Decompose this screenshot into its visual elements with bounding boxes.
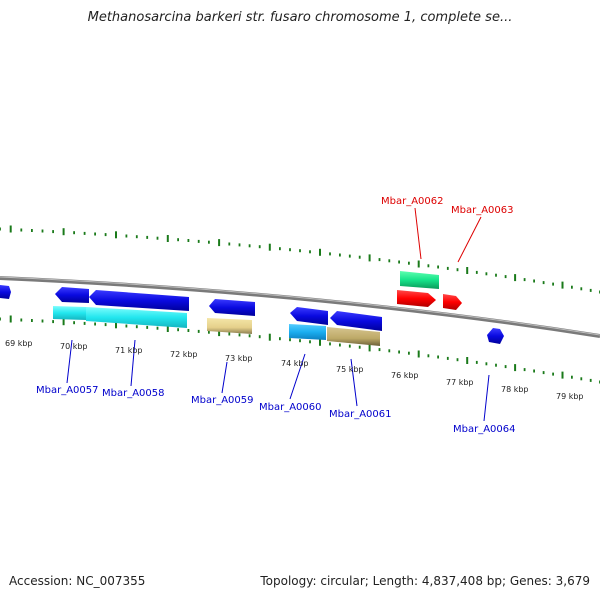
gene-feature[interactable] bbox=[86, 307, 187, 328]
scale-label: 79 kbp bbox=[556, 392, 584, 401]
scale-label: 76 kbp bbox=[391, 371, 419, 380]
scale-label: 69 kbp bbox=[5, 339, 33, 348]
gene-label-mbar-a0059[interactable]: Mbar_A0059 bbox=[191, 395, 254, 406]
accession-text: Accession: NC_007355 bbox=[9, 574, 146, 588]
gene-feature[interactable] bbox=[0, 285, 11, 299]
scale-labels: 69 kbp 70 kbp 71 kbp 72 kbp 73 kbp 74 kb… bbox=[5, 339, 584, 401]
gene-label-mbar-a0064[interactable]: Mbar_A0064 bbox=[453, 424, 516, 435]
scale-label: 72 kbp bbox=[170, 350, 198, 359]
gene-feature[interactable] bbox=[55, 287, 89, 303]
scale-label: 75 kbp bbox=[336, 365, 364, 374]
gene-feature[interactable] bbox=[289, 324, 326, 340]
scale-label: 71 kbp bbox=[115, 346, 143, 355]
gene-feature[interactable] bbox=[207, 318, 252, 334]
scale-label: 70 kbp bbox=[60, 342, 88, 351]
scale-label: 78 kbp bbox=[501, 385, 529, 394]
gene-label-mbar-a0063[interactable]: Mbar_A0063 bbox=[451, 205, 514, 216]
gene-label-mbar-a0058[interactable]: Mbar_A0058 bbox=[102, 388, 165, 399]
label-connectors bbox=[66, 207, 490, 422]
gene-label-mbar-a0062[interactable]: Mbar_A0062 bbox=[381, 196, 444, 207]
scale-label: 74 kbp bbox=[281, 359, 309, 368]
gene-features bbox=[0, 271, 504, 346]
gene-label-mbar-a0060[interactable]: Mbar_A0060 bbox=[259, 402, 322, 413]
genome-backbone bbox=[0, 276, 600, 338]
gene-feature[interactable] bbox=[327, 327, 380, 346]
gene-feature[interactable] bbox=[330, 311, 382, 331]
gene-labels: Mbar_A0057 Mbar_A0058 Mbar_A0059 Mbar_A0… bbox=[36, 196, 516, 435]
topology-summary: Topology: circular; Length: 4,837,408 bp… bbox=[260, 574, 590, 588]
gene-feature[interactable] bbox=[443, 294, 462, 310]
gene-label-mbar-a0057[interactable]: Mbar_A0057 bbox=[36, 385, 99, 396]
gene-feature[interactable] bbox=[89, 290, 189, 311]
gene-feature[interactable] bbox=[290, 307, 328, 325]
scale-ticks bbox=[0, 225, 600, 384]
gene-feature[interactable] bbox=[53, 306, 86, 320]
gene-feature[interactable] bbox=[400, 271, 439, 289]
gene-label-mbar-a0061[interactable]: Mbar_A0061 bbox=[329, 409, 392, 420]
gene-feature[interactable] bbox=[487, 328, 504, 344]
scale-label: 77 kbp bbox=[446, 378, 474, 387]
gene-feature[interactable] bbox=[209, 299, 255, 316]
scale-label: 73 kbp bbox=[225, 354, 253, 363]
gene-feature[interactable] bbox=[397, 290, 436, 307]
map-title: Methanosarcina barkeri str. fusaro chrom… bbox=[87, 10, 513, 25]
